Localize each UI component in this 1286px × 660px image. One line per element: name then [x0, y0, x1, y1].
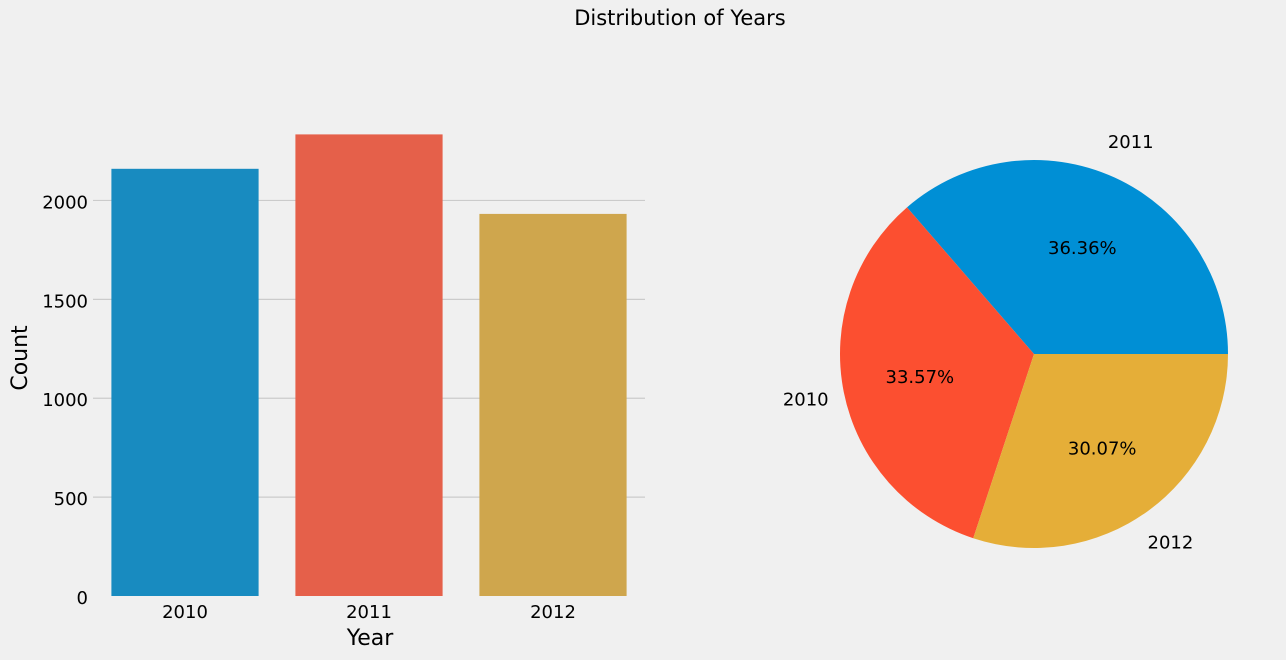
y-tick-label: 2000 — [42, 192, 88, 213]
bar-series — [111, 134, 627, 596]
y-tick-label: 0 — [77, 588, 88, 609]
pie-labels: 2011 2010 2012 — [783, 132, 1194, 553]
bar-2010 — [111, 168, 259, 596]
x-axis-label: Year — [346, 626, 395, 651]
bar-chart: 0 500 1000 1500 2000 2010 2011 2012 Year Count — [8, 134, 645, 651]
pie-percent-label: 33.57% — [886, 367, 955, 388]
y-tick-labels: 0 500 1000 1500 2000 — [42, 192, 88, 609]
x-tick-labels: 2010 2011 2012 — [162, 602, 576, 623]
y-axis-label: Count — [8, 325, 33, 391]
pie-label: 2012 — [1148, 533, 1194, 554]
pie-label: 2010 — [783, 390, 829, 411]
x-tick-label: 2012 — [530, 602, 576, 623]
pie-label: 2011 — [1108, 132, 1154, 153]
pie-slice-2010 — [840, 207, 1034, 539]
x-tick-label: 2010 — [162, 602, 208, 623]
bar-2011 — [295, 134, 443, 596]
x-tick-label: 2011 — [346, 602, 392, 623]
pie-percent-label: 30.07% — [1068, 438, 1137, 459]
pie-slice-2011 — [906, 160, 1228, 354]
y-tick-label: 1500 — [42, 291, 88, 312]
pie-percent-labels: 36.36% 33.57% 30.07% — [886, 238, 1137, 459]
pie-slice-2012 — [973, 354, 1228, 548]
bar-2012 — [479, 213, 627, 596]
y-tick-label: 1000 — [42, 390, 88, 411]
chart-suptitle: Distribution of Years — [574, 6, 786, 30]
pie-chart: 2011 2010 2012 36.36% 33.57% 30.07% — [783, 132, 1228, 554]
y-tick-label: 500 — [54, 489, 88, 510]
pie-slices — [840, 160, 1228, 548]
pie-percent-label: 36.36% — [1048, 238, 1117, 259]
